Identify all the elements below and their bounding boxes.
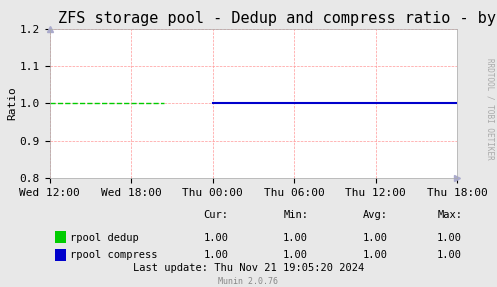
Text: 1.00: 1.00	[204, 251, 229, 260]
Text: rpool compress: rpool compress	[70, 251, 157, 260]
Text: Min:: Min:	[283, 210, 308, 220]
Text: Avg:: Avg:	[363, 210, 388, 220]
Text: 1.00: 1.00	[204, 233, 229, 243]
Text: 1.00: 1.00	[363, 251, 388, 260]
Y-axis label: Ratio: Ratio	[7, 86, 17, 120]
Text: Cur:: Cur:	[204, 210, 229, 220]
Text: RRDTOOL / TOBI OETIKER: RRDTOOL / TOBI OETIKER	[485, 58, 494, 160]
Text: Last update: Thu Nov 21 19:05:20 2024: Last update: Thu Nov 21 19:05:20 2024	[133, 263, 364, 273]
Text: 1.00: 1.00	[283, 251, 308, 260]
Text: Max:: Max:	[437, 210, 462, 220]
Text: 1.00: 1.00	[283, 233, 308, 243]
Text: rpool dedup: rpool dedup	[70, 233, 138, 243]
Text: Munin 2.0.76: Munin 2.0.76	[219, 277, 278, 286]
Text: 1.00: 1.00	[363, 233, 388, 243]
Text: ZFS storage pool - Dedup and compress ratio - by day: ZFS storage pool - Dedup and compress ra…	[58, 11, 497, 26]
Text: 1.00: 1.00	[437, 233, 462, 243]
Text: 1.00: 1.00	[437, 251, 462, 260]
